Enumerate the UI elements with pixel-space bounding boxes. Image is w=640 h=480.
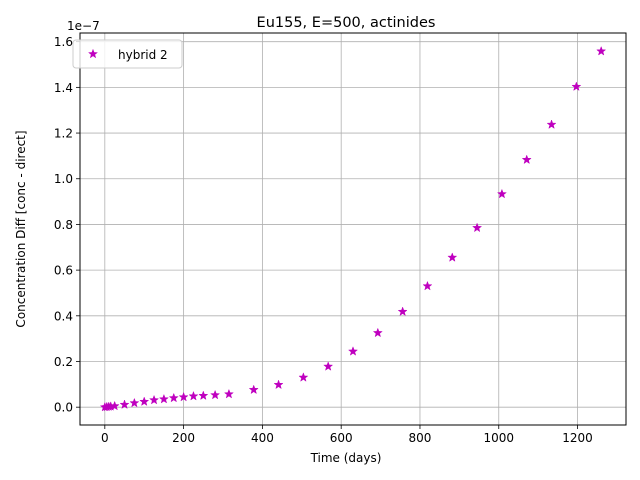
data-point-star [372,327,383,338]
x-tick-label: 800 [409,431,432,445]
data-point-star [447,252,458,262]
y-tick-label: 1.4 [54,81,73,95]
y-tick-label: 0.6 [54,264,73,278]
data-point-star [139,396,150,407]
data-point-star [148,394,160,405]
data-point-star [158,393,169,404]
x-axis-ticks: 0 200 400 600 800 1000 1200 [101,425,593,445]
data-point-star [546,119,557,129]
legend: hybrid 2 [72,39,183,69]
data-point-star [168,392,179,403]
y-tick-label: 1.0 [54,172,73,186]
grid-lines [80,33,626,425]
data-point-star [129,397,140,408]
data-point-star [521,154,532,165]
y-tick-label: 0.8 [54,218,73,232]
data-points [99,45,607,412]
x-axis-label: Time (days) [310,451,382,465]
y-axis-ticks: 0.0 0.2 0.4 0.6 0.8 1.0 1.2 1.4 1.6 [54,35,80,415]
data-point-star [210,389,221,400]
data-point-star [223,388,234,399]
data-point-star [273,379,284,390]
chart-title: Eu155, E=500, actinides [257,15,436,31]
data-point-star [596,45,607,56]
legend-label-hybrid-2: hybrid 2 [118,48,168,62]
x-tick-label: 400 [251,431,274,445]
data-point-star [188,390,199,401]
y-tick-label: 0.4 [54,309,73,323]
data-point-star [571,81,582,91]
y-offset-label: 1e−7 [67,19,100,33]
x-tick-label: 1000 [483,431,514,445]
y-tick-label: 1.6 [54,35,73,49]
plot-frame [79,32,627,426]
x-tick-label: 200 [172,431,195,445]
data-point-star [198,390,209,401]
data-point-star [496,188,507,199]
data-point-star [323,361,334,371]
data-point-star [422,280,433,291]
y-axis-label: Concentration Diff [conc - direct] [14,130,28,327]
data-point-star [472,222,483,233]
legend-star [87,48,99,59]
data-point-star [298,372,309,382]
y-tick-label: 0.0 [54,401,73,415]
x-tick-label: 1200 [562,431,593,445]
data-point-star [397,306,408,317]
data-point-star [178,391,189,402]
x-tick-label: 600 [330,431,353,445]
x-tick-label: 0 [101,431,109,445]
data-point-star [119,399,130,409]
y-tick-label: 0.2 [54,355,73,369]
data-point-star [109,400,120,411]
y-tick-label: 1.2 [54,127,73,141]
legend-box [72,39,183,69]
legend-marker-star [87,48,99,59]
data-point-star [248,384,259,395]
data-point-star [347,346,359,356]
